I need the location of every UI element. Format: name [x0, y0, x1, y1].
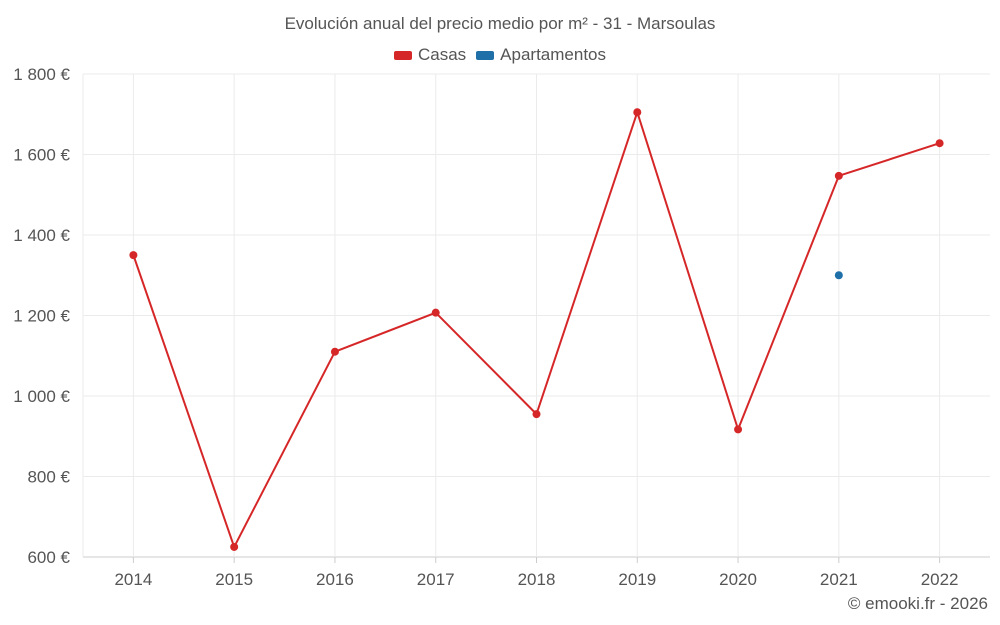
y-tick-label: 1 400 €	[13, 226, 70, 245]
data-point-casas	[532, 410, 541, 419]
x-tick-label: 2014	[114, 570, 152, 589]
x-tick-label: 2020	[719, 570, 757, 589]
x-tick-label: 2021	[820, 570, 858, 589]
y-tick-label: 1 200 €	[13, 307, 70, 326]
legend-item-casas[interactable]: Casas	[393, 45, 467, 65]
data-point-casas	[330, 347, 339, 356]
x-tick-label: 2019	[618, 570, 656, 589]
x-tick-label: 2016	[316, 570, 354, 589]
data-point-casas	[834, 171, 843, 180]
x-tick-label: 2022	[921, 570, 959, 589]
data-point-casas	[431, 308, 440, 317]
credit-text: © emooki.fr - 2026	[847, 594, 988, 613]
y-tick-label: 1 600 €	[13, 146, 70, 165]
legend-label-apartamentos: Apartamentos	[500, 45, 607, 64]
chart-title: Evolución anual del precio medio por m² …	[284, 14, 716, 33]
y-tick-label: 800 €	[27, 468, 70, 487]
y-tick-label: 600 €	[27, 548, 70, 567]
x-tick-label: 2015	[215, 570, 253, 589]
data-point-casas	[129, 251, 138, 260]
y-tick-label: 1 800 €	[13, 65, 70, 84]
legend-item-apartamentos[interactable]: Apartamentos	[476, 45, 606, 65]
data-point-casas	[935, 139, 944, 148]
x-tick-label: 2017	[417, 570, 455, 589]
legend-swatch-casas	[393, 50, 412, 60]
y-tick-label: 1 000 €	[13, 387, 70, 406]
legend-swatch-apartamentos	[476, 50, 495, 60]
data-point-casas	[633, 108, 642, 117]
data-point-casas	[734, 425, 743, 434]
data-point-apartamentos	[834, 271, 843, 280]
legend: Casas Apartamentos	[0, 45, 1000, 65]
data-point-casas	[230, 542, 239, 551]
legend-label-casas: Casas	[417, 45, 467, 64]
x-tick-label: 2018	[518, 570, 556, 589]
